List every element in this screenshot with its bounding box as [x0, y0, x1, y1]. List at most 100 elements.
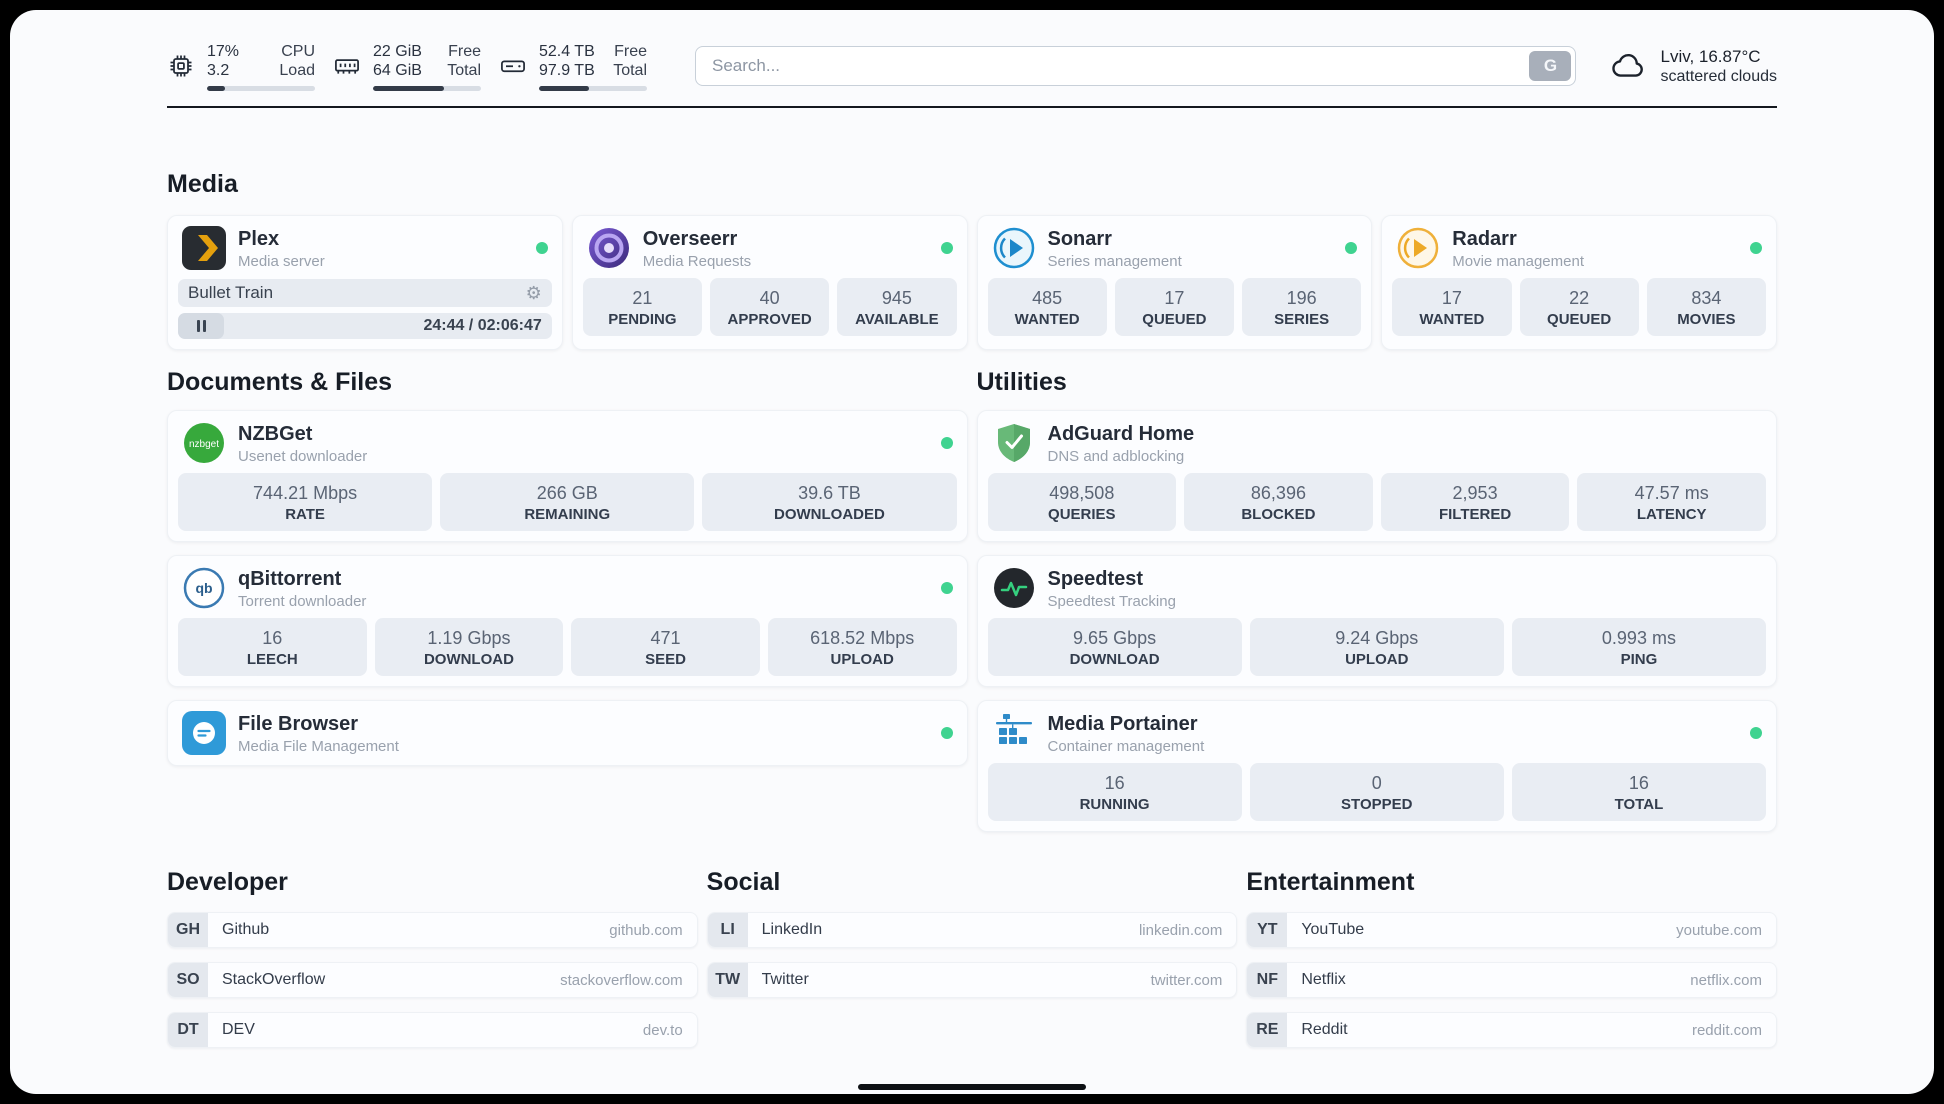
stat-label: DOWNLOAD — [423, 651, 514, 668]
card-speedtest[interactable]: Speedtest Speedtest Tracking 9.65 Gbps D… — [976, 555, 1777, 687]
stat-value: 16 — [1628, 773, 1649, 793]
stat-value: 17 — [1441, 288, 1462, 308]
weather-location-temp: Lviv, 16.87°C — [1660, 46, 1761, 66]
stat-label: TOTAL — [1614, 796, 1664, 813]
stat-label: UPLOAD — [830, 651, 894, 668]
bookmark-abbr: TW — [707, 963, 748, 997]
stat-tile: 485 WANTED — [987, 278, 1107, 336]
bookmark-stackoverflow[interactable]: SO StackOverflow stackoverflow.com — [167, 962, 698, 998]
search-input[interactable] — [700, 56, 1530, 76]
stat-label: UPLOAD — [1345, 651, 1409, 668]
ram-usage-fill — [373, 85, 445, 91]
app-name: qBittorrent — [238, 567, 342, 590]
stat-value: 0.993 ms — [1601, 628, 1676, 648]
stat-label: RATE — [285, 506, 325, 523]
app-name: Overseerr — [642, 227, 738, 250]
stat-label: WANTED — [1419, 311, 1485, 328]
search-bar: G — [695, 46, 1577, 86]
stat-value: 744.21 Mbps — [253, 483, 358, 503]
bookmark-netflix[interactable]: NF Netflix netflix.com — [1246, 962, 1777, 998]
bookmark-linkedin[interactable]: LI LinkedIn linkedin.com — [706, 912, 1238, 948]
card-portainer[interactable]: Media Portainer Container management 16 … — [976, 700, 1777, 832]
app-subtitle: Media server — [238, 252, 325, 270]
bookmark-name: DEV — [222, 1021, 255, 1038]
stat-label: FILTERED — [1438, 506, 1512, 523]
app-name: Sonarr — [1047, 227, 1112, 250]
app-name: Speedtest — [1047, 567, 1144, 590]
cpu-widget: 17% 3.2 CPU Load — [167, 42, 315, 91]
ram-usage-bar — [373, 85, 481, 91]
cpu-percent: 17% — [207, 42, 240, 60]
stat-tile: 945 AVAILABLE — [837, 278, 957, 336]
stat-tile: 17 QUEUED — [1114, 278, 1234, 336]
status-dot — [940, 437, 953, 449]
stat-label: DOWNLOAD — [1069, 651, 1160, 668]
bookmark-abbr: DT — [168, 1013, 208, 1047]
bookmark-reddit[interactable]: RE Reddit reddit.com — [1246, 1012, 1777, 1048]
card-qbittorrent[interactable]: qb qBittorrent Torrent downloader — [167, 555, 968, 687]
ram-free-value: 22 GiB — [373, 42, 422, 60]
app-name: AdGuard Home — [1047, 422, 1195, 445]
stat-tile: 618.52 Mbps UPLOAD — [767, 618, 957, 676]
utilities-section-title: Utilities — [976, 368, 1067, 396]
bookmark-abbr: YT — [1247, 913, 1288, 947]
search-engine-button[interactable]: G — [1529, 51, 1572, 81]
bookmark-domain: linkedin.com — [1138, 921, 1223, 939]
stat-tile: 17 WANTED — [1392, 278, 1512, 336]
now-playing-title: Bullet Train — [188, 283, 274, 302]
bookmark-abbr: GH — [168, 913, 208, 947]
bookmark-domain: twitter.com — [1150, 971, 1223, 989]
bookmark-abbr: NF — [1247, 963, 1288, 997]
media-card-overseerr[interactable]: Overseerr Media Requests 21 PENDING 40 A… — [571, 215, 968, 350]
pause-button[interactable] — [178, 313, 224, 339]
card-filebrowser[interactable]: File Browser Media File Management — [167, 700, 968, 766]
stat-label: QUERIES — [1048, 506, 1116, 523]
media-card-radarr[interactable]: Radarr Movie management 17 WANTED 22 QUE… — [1381, 215, 1777, 350]
stat-label: SEED — [645, 651, 686, 668]
bookmark-name: Reddit — [1301, 1021, 1348, 1038]
stat-label: APPROVED — [727, 311, 812, 328]
disk-icon — [499, 52, 527, 80]
entertainment-section: Entertainment YT YouTube youtube.com NF … — [1246, 868, 1777, 1048]
stat-label: PING — [1620, 651, 1658, 668]
stat-tile: 16 RUNNING — [987, 763, 1242, 821]
app-subtitle: Media File Management — [238, 737, 399, 755]
status-dot — [535, 242, 548, 254]
media-section-title: Media — [167, 170, 238, 198]
social-section: Social LI LinkedIn linkedin.com TW Twitt… — [706, 868, 1238, 1048]
bookmark-abbr: RE — [1247, 1013, 1288, 1047]
stat-tile: 86,396 BLOCKED — [1184, 473, 1373, 531]
bookmark-twitter[interactable]: TW Twitter twitter.com — [706, 962, 1238, 998]
stat-label: STOPPED — [1341, 796, 1413, 813]
qbittorrent-icon: qb — [182, 566, 226, 610]
card-nzbget[interactable]: nzbget NZBGet Usenet downloader 74 — [167, 410, 968, 542]
stat-tile: 9.24 Gbps UPLOAD — [1249, 618, 1504, 676]
cpu-label-2: Load — [279, 61, 315, 79]
bookmark-github[interactable]: GH Github github.com — [167, 912, 698, 948]
bookmark-domain: dev.to — [642, 1021, 683, 1039]
card-adguard[interactable]: AdGuard Home DNS and adblocking 498,508 … — [976, 410, 1777, 542]
cpu-load-value: 3.2 — [207, 61, 230, 79]
stat-label: PENDING — [608, 311, 677, 328]
stat-label: AVAILABLE — [855, 311, 939, 328]
stat-tile: 471 SEED — [571, 618, 760, 676]
developer-section-title: Developer — [167, 868, 288, 896]
stat-value: 21 — [632, 288, 653, 308]
now-playing-row: Bullet Train ⚙ — [178, 279, 552, 307]
nzbget-icon: nzbget — [182, 421, 226, 465]
app-subtitle: Container management — [1047, 737, 1205, 755]
gear-icon[interactable]: ⚙ — [525, 283, 542, 303]
status-dot — [1750, 727, 1762, 739]
documents-section: Documents & Files nzbget — [167, 368, 968, 832]
portainer-icon — [992, 711, 1036, 755]
media-card-sonarr[interactable]: Sonarr Series management 485 WANTED 17 Q… — [976, 215, 1373, 350]
stat-tile: 47.57 ms LATENCY — [1577, 473, 1766, 531]
bookmark-dev[interactable]: DT DEV dev.to — [167, 1012, 698, 1048]
bookmark-youtube[interactable]: YT YouTube youtube.com — [1246, 912, 1777, 948]
stat-label: QUEUED — [1142, 311, 1207, 328]
media-card-plex[interactable]: Plex Media server Bullet Train ⚙ 24:44 /… — [167, 215, 563, 350]
ram-label-1: Free — [448, 42, 481, 60]
stat-label: LEECH — [246, 651, 298, 668]
app-subtitle: DNS and adblocking — [1047, 447, 1185, 465]
header: 17% 3.2 CPU Load — [167, 10, 1777, 92]
